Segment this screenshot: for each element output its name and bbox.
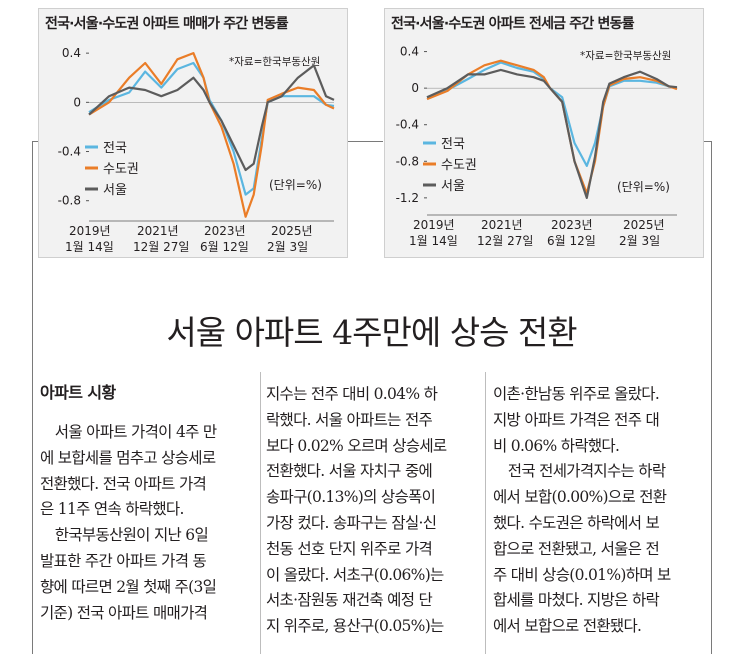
article-column-1: 아파트 시황 서울 아파트 가격이 4주 만 에 보합세를 멈추고 상승세로 전… [40, 378, 217, 626]
x-tick-label: 2023년 [551, 218, 593, 232]
frame-line-top-right [704, 141, 712, 142]
text-line: 기준) 전국 아파트 매매가격 [40, 603, 208, 622]
text-line: 에서 보합으로 전환됐다. [493, 617, 642, 636]
text-line: 합세를 마쳤다. 지방은 하락 [493, 591, 660, 610]
unit-note: (단위=%) [269, 178, 322, 192]
jeonse-price-chart-svg: 0.4 0 -0.4 -0.8 -1.2 2019년 1월 14일 2021년 12월 27일 2… [396, 45, 678, 248]
text-line: 에서 보합(0.00%)으로 전환 [493, 488, 667, 507]
text-line: 천동 선호 단지 위주로 가격 [266, 539, 433, 558]
text-line: 이 올랐다. 서초구(0.06%)는 [266, 565, 444, 584]
text-line: 보다 0.02% 오르며 상승세로 [266, 436, 447, 455]
article-column-2: 지수는 전주 대비 0.04% 하 락했다. 서울 아파트는 전주 보다 0.0… [266, 382, 447, 640]
x-tick-label: 1월 14일 [409, 234, 458, 248]
x-tick-label: 2월 3일 [619, 234, 660, 248]
text-line: 한국부동산원이 지난 6일 [40, 526, 209, 545]
y-tick-label: 0 [73, 95, 81, 109]
source-note: *자료=한국부동산원 [229, 56, 320, 68]
text-line: 전국 전세가격지수는 하락 [493, 462, 666, 481]
text-line: 발표한 주간 아파트 가격 동 [40, 551, 207, 570]
x-tick-label: 1월 14일 [65, 240, 114, 254]
text-line: 전환했다. 전국 아파트 가격 [40, 474, 207, 493]
y-tick-label: -0.8 [58, 194, 81, 208]
text-line: 은 11주 연속 하락했다. [40, 500, 184, 519]
frame-line-top-left [32, 141, 38, 142]
sale-price-chart-svg: 0.4 0 -0.4 -0.8 2019년 1월 14일 2021년 12월 27일 2023년… [58, 46, 335, 254]
unit-note: (단위=%) [617, 180, 670, 194]
legend-label: 서울 [103, 183, 127, 198]
article-headline: 서울 아파트 4주만에 상승 전환 [166, 313, 577, 352]
legend-label: 수도권 [441, 158, 477, 173]
y-tick-label: 0.4 [400, 45, 419, 59]
legend-label: 전국 [441, 137, 465, 152]
x-tick-label: 2025년 [623, 218, 665, 232]
y-tick-label: -1.2 [396, 191, 419, 205]
jeonse-price-chart: 전국·서울·수도권 아파트 전세금 주간 변동률 0.4 0 -0.4 -0.8 -1.… [384, 8, 704, 258]
article-column-3: 이촌·한남동 위주로 올랐다. 지방 아파트 가격은 전주 대 비 0.06% … [493, 382, 671, 640]
text-line: 지수는 전주 대비 0.04% 하 [266, 385, 438, 403]
series-line [88, 64, 335, 172]
text-line: 지 위주로, 용산구(0.05%)는 [266, 617, 444, 636]
text-line: 에 보합세를 멈추고 상승세로 [40, 448, 216, 467]
y-tick-label: -0.8 [396, 154, 419, 168]
series-line [426, 61, 678, 167]
legend-label: 서울 [441, 179, 465, 194]
text-line: 합으로 전환됐고, 서울은 전 [493, 539, 660, 558]
series-line [426, 68, 678, 199]
x-tick-label: 2019년 [69, 224, 111, 238]
text-line: 서초·잠원동 재건축 예정 단 [266, 591, 433, 610]
section-title: 아파트 시황 [40, 383, 116, 402]
text-line: 비 0.06% 하락했다. [493, 436, 620, 455]
text-line: 락했다. 서울 아파트는 전주 [266, 410, 433, 429]
chart-title: 전국·서울·수도권 아파트 매매가 주간 변동률 [45, 16, 289, 32]
text-line: 가장 컸다. 송파구는 잠실·신 [266, 513, 437, 532]
source-note: *자료=한국부동산원 [580, 50, 671, 62]
series-line [88, 61, 335, 196]
x-tick-label: 2025년 [271, 224, 313, 238]
text-line: 서울 아파트 가격이 4주 만 [40, 423, 217, 441]
x-tick-label: 2019년 [413, 218, 455, 232]
legend-label: 전국 [103, 141, 127, 156]
text-line: 지방 아파트 가격은 전주 대 [493, 410, 660, 429]
text-line: 이촌·한남동 위주로 올랐다. [493, 385, 660, 403]
y-tick-label: 0 [411, 81, 419, 95]
y-tick-label: -0.4 [396, 118, 419, 132]
frame-line-right [711, 141, 712, 654]
y-tick-label: 0.4 [62, 46, 81, 60]
y-tick-label: -0.4 [58, 145, 81, 159]
legend-label: 수도권 [103, 162, 139, 177]
x-tick-label: 2021년 [481, 218, 523, 232]
x-tick-label: 6월 12일 [200, 240, 249, 254]
x-tick-label: 2023년 [204, 224, 246, 238]
frame-line-left [32, 141, 33, 654]
chart-title: 전국·서울·수도권 아파트 전세금 주간 변동률 [391, 16, 635, 32]
text-line: 전환했다. 서울 자치구 중에 [266, 462, 433, 481]
frame-line-top-mid [347, 141, 383, 142]
text-line: 향에 따르면 2월 첫째 주(3일 [40, 577, 217, 596]
text-line: 주 대비 상승(0.01%)하며 보 [493, 565, 671, 584]
text-line: 송파구(0.13%)의 상승폭이 [266, 488, 436, 507]
text-line: 했다. 수도권은 하락에서 보 [493, 513, 660, 532]
x-tick-label: 2월 3일 [267, 240, 308, 254]
x-tick-label: 6월 12일 [547, 234, 596, 248]
x-tick-label: 12월 27일 [133, 240, 189, 254]
column-divider [485, 372, 486, 654]
x-tick-label: 2021년 [137, 224, 179, 238]
series-line [88, 51, 335, 218]
column-divider [260, 372, 261, 654]
sale-price-chart: 전국·서울·수도권 아파트 매매가 주간 변동률 0.4 0 -0.4 -0.8 201… [38, 8, 348, 258]
x-tick-label: 12월 27일 [477, 234, 533, 248]
